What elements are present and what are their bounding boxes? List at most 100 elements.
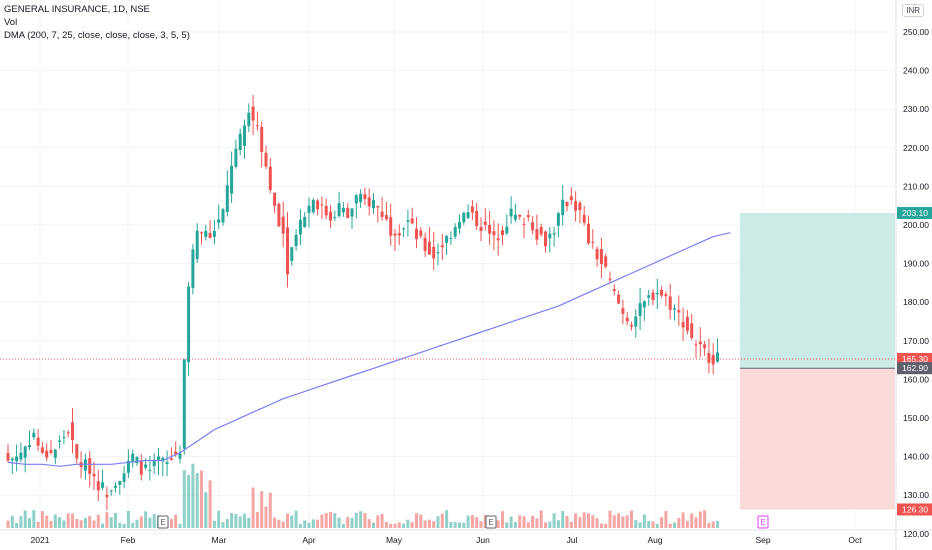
- volume-bar: [6, 520, 10, 528]
- candle-down: [286, 212, 289, 288]
- candle-up: [509, 196, 513, 224]
- candle-body: [225, 185, 229, 213]
- candle-down: [535, 214, 539, 246]
- candle-body: [311, 200, 315, 213]
- candle-body: [178, 453, 182, 459]
- volume-bar: [470, 515, 474, 528]
- candle-down: [324, 198, 328, 220]
- y-tick-label: 120.00: [903, 529, 929, 539]
- candle-up: [62, 429, 66, 445]
- earnings-marker-box: [485, 515, 497, 529]
- candle-up: [462, 211, 466, 225]
- candle-up: [19, 442, 23, 462]
- candle-down: [346, 203, 350, 219]
- candle-body: [694, 344, 698, 346]
- candle-down: [578, 200, 582, 224]
- candle-body: [458, 221, 461, 229]
- volume-bar: [561, 510, 565, 528]
- candle-body: [539, 226, 543, 235]
- volume-bar: [260, 491, 264, 528]
- candle-down: [531, 216, 535, 235]
- volume-bar: [677, 517, 681, 528]
- volume-bar: [341, 523, 345, 528]
- volume-bar: [526, 522, 530, 528]
- volume-indicator-label[interactable]: Vol: [4, 17, 18, 28]
- stop-zone: [740, 368, 895, 510]
- candle-down: [251, 94, 255, 135]
- volume-bar: [251, 487, 255, 528]
- currency-badge[interactable]: INR: [902, 4, 924, 17]
- candle-down: [264, 145, 268, 169]
- volume-bar: [178, 523, 182, 528]
- x-tick-label: Apr: [302, 535, 315, 545]
- volume-bar: [316, 519, 320, 528]
- candle-up: [221, 207, 225, 226]
- volume-bar: [45, 515, 49, 528]
- candle-body: [174, 451, 178, 455]
- volume-bar: [169, 518, 173, 528]
- candle-body: [574, 201, 578, 211]
- y-tick-label: 200.00: [903, 220, 929, 230]
- candle-body: [92, 473, 96, 477]
- candle-down: [92, 461, 96, 491]
- volume-bar: [466, 515, 470, 528]
- candle-body: [462, 212, 466, 223]
- candle-body: [651, 292, 655, 301]
- candle-body: [595, 249, 599, 260]
- candle-body: [466, 212, 470, 219]
- candle-down: [694, 340, 698, 359]
- risk-reward-zones[interactable]: [740, 213, 895, 510]
- candle-up: [23, 445, 27, 473]
- target-zone: [740, 213, 895, 369]
- candle-body: [96, 481, 100, 491]
- symbol-title[interactable]: GENERAL INSURANCE, 1D, NSE: [4, 4, 150, 15]
- candle-body: [518, 214, 522, 217]
- ma-line: [7, 232, 731, 467]
- candle-down: [470, 200, 474, 221]
- volume-bar: [225, 519, 229, 528]
- volume-bar: [578, 516, 582, 528]
- dma-indicator-label[interactable]: DMA (200, 7, 25, close, close, close, 3,…: [4, 30, 190, 41]
- candle-body: [238, 133, 242, 150]
- y-tick-label: 240.00: [903, 66, 929, 76]
- candle-down: [488, 210, 492, 245]
- candle-body: [599, 249, 603, 265]
- candle-body: [88, 458, 92, 474]
- candle-up: [230, 151, 234, 204]
- target-price-badge-bg: [897, 207, 932, 220]
- volume-bar: [548, 521, 552, 528]
- x-tick-label: Sep: [755, 535, 770, 545]
- volume-bar: [238, 516, 242, 528]
- candle-body: [230, 165, 234, 194]
- candle-body: [66, 432, 70, 434]
- candle-body: [281, 216, 285, 234]
- candle-body: [45, 450, 49, 458]
- volume-bar: [83, 517, 87, 528]
- candle-body: [716, 352, 719, 362]
- candle-body: [677, 310, 681, 313]
- candle-down: [376, 205, 380, 223]
- price-axis[interactable]: 120.00 130.00 140.00 150.00 160.00 170.00 180.…: [895, 0, 929, 550]
- y-tick-label: 230.00: [903, 104, 929, 114]
- earnings-marker-label: E: [488, 518, 493, 527]
- candle-down: [66, 430, 70, 438]
- candle-body: [15, 456, 19, 462]
- time-axis[interactable]: 2021 Feb Mar Apr May Jun Jul Aug Sep Oct: [0, 529, 932, 545]
- volume-bar: [109, 517, 113, 528]
- candle-body: [101, 482, 105, 488]
- candle-up: [552, 226, 556, 247]
- volume-bar: [539, 510, 543, 528]
- candle-body: [212, 231, 216, 237]
- candle-body: [685, 317, 689, 331]
- candle-body: [277, 203, 281, 227]
- candle-body: [329, 211, 332, 221]
- y-tick-label: 180.00: [903, 297, 929, 307]
- candle-body: [324, 205, 328, 216]
- candle-down: [690, 313, 694, 341]
- volume-bar: [591, 515, 595, 528]
- y-tick-label: 140.00: [903, 452, 929, 462]
- candle-up: [101, 469, 105, 491]
- y-tick-label: 190.00: [903, 259, 929, 269]
